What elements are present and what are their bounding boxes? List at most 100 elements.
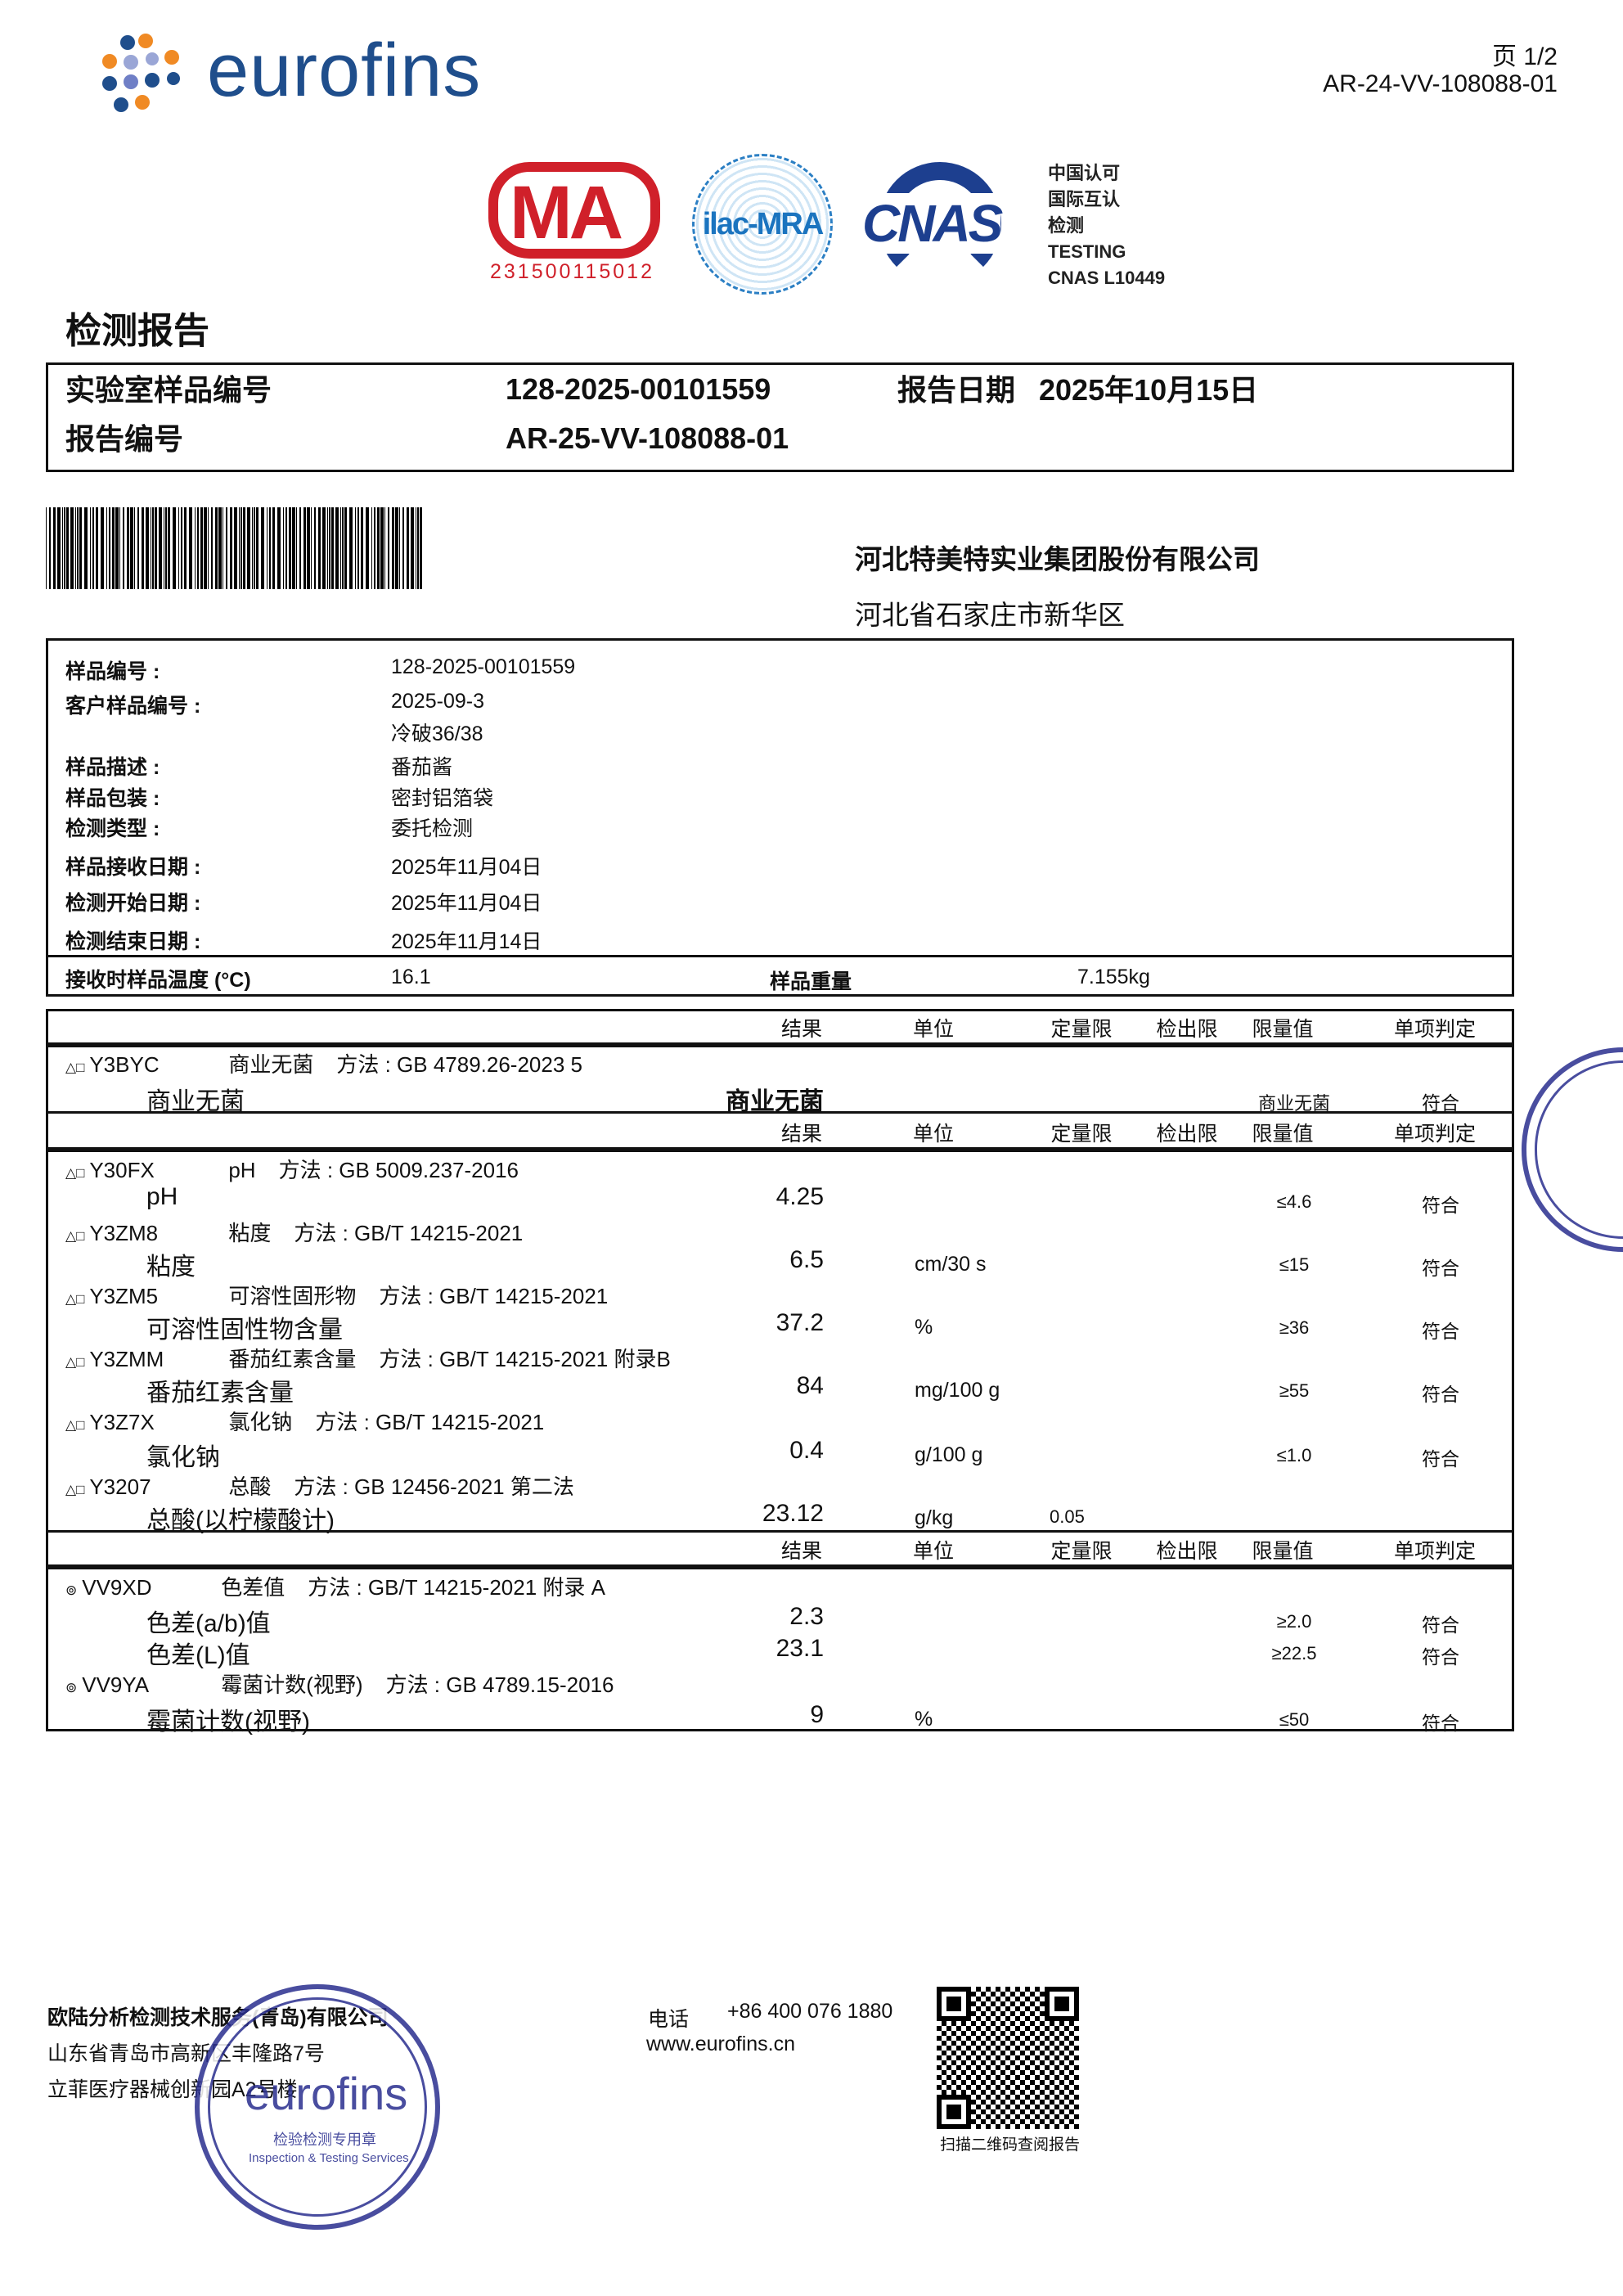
sample-info-label: 样品包装 : xyxy=(65,787,160,810)
qr-module xyxy=(942,2016,946,2021)
qr-module xyxy=(1045,2065,1050,2070)
qr-module xyxy=(991,2031,996,2036)
column-header: 单项判定 xyxy=(1393,1018,1476,1041)
qr-module xyxy=(1025,2036,1030,2041)
qr-module xyxy=(1030,2060,1035,2065)
qr-module xyxy=(1054,2065,1059,2070)
qr-module xyxy=(1005,2036,1010,2041)
qr-module xyxy=(1005,2065,1010,2070)
test-limit: ≥55 xyxy=(1279,1380,1310,1401)
sample-info-value: 2025-09-3 xyxy=(391,690,484,713)
sample-info-label: 检测结束日期 : xyxy=(65,930,201,953)
qr-module xyxy=(937,1992,942,1997)
barcode-bar xyxy=(119,507,120,589)
qr-module xyxy=(976,2036,981,2041)
column-header: 检出限 xyxy=(1156,1123,1218,1146)
column-header: 检出限 xyxy=(1156,1540,1218,1563)
barcode-bar xyxy=(230,507,232,589)
qr-module xyxy=(956,2095,961,2100)
qr-module xyxy=(1020,2001,1025,2006)
test-method: 方法 : GB/T 14215-2021 xyxy=(294,1221,524,1245)
qr-module xyxy=(1059,2031,1064,2036)
qr-module xyxy=(1010,2060,1015,2065)
qr-module xyxy=(1020,2031,1025,2036)
barcode-bar xyxy=(243,507,245,589)
qr-module xyxy=(1050,1987,1054,1992)
qr-module xyxy=(996,2095,1000,2100)
qr-module xyxy=(1040,2031,1045,2036)
qr-module xyxy=(956,2046,961,2051)
qr-module xyxy=(1000,2021,1005,2026)
qr-module xyxy=(956,2001,961,2006)
qr-module xyxy=(976,2114,981,2119)
qr-module xyxy=(991,2109,996,2114)
test-unit: g/kg xyxy=(915,1506,954,1529)
qr-module xyxy=(981,2041,986,2046)
qr-module xyxy=(966,1992,971,1997)
qr-module xyxy=(961,2070,966,2075)
barcode-bar xyxy=(307,507,310,589)
qr-module xyxy=(1010,2011,1015,2016)
qr-module xyxy=(1025,2085,1030,2090)
test-code-row: △□ Y3207 总酸 方法 : GB 12456-2021 第二法 xyxy=(65,1470,574,1501)
barcode-bar xyxy=(311,507,312,589)
qr-code[interactable] xyxy=(935,1987,1084,2131)
test-result: 6.5 xyxy=(789,1246,824,1273)
qr-module xyxy=(966,2026,971,2031)
qr-module xyxy=(1040,2041,1045,2046)
phone-number: +86 400 076 1880 xyxy=(727,2000,893,2023)
ma-number: 231500115012 xyxy=(490,260,654,283)
qr-module xyxy=(937,2046,942,2051)
qr-module xyxy=(942,2060,946,2065)
stamp-cn: 检验检测专用章 xyxy=(273,2132,376,2148)
qr-module xyxy=(961,2031,966,2036)
qr-module xyxy=(1005,2075,1010,2080)
eurofins-dots-icon xyxy=(102,34,180,112)
qr-module xyxy=(966,2085,971,2090)
barcode-bar xyxy=(152,507,154,589)
barcode-bar xyxy=(218,507,222,589)
qr-module xyxy=(996,2085,1000,2090)
test-item: pH xyxy=(146,1183,178,1210)
qr-module xyxy=(1005,2114,1010,2119)
barcode-bar xyxy=(344,507,347,589)
barcode-bar xyxy=(189,507,192,589)
qr-module xyxy=(961,2021,966,2026)
test-result: 4.25 xyxy=(776,1183,824,1210)
qr-module xyxy=(951,2021,956,2026)
qr-module xyxy=(951,1997,956,2001)
qr-module xyxy=(1025,2055,1030,2060)
barcode-bar xyxy=(57,507,61,589)
qr-module xyxy=(986,2085,991,2090)
cnas-line: 检测 xyxy=(1048,215,1085,236)
qr-module xyxy=(1045,2114,1050,2119)
qr-module xyxy=(981,2021,986,2026)
qr-module xyxy=(942,1987,946,1992)
test-item: 商业无菌 xyxy=(146,1088,245,1115)
sample-info-label: 检测类型 : xyxy=(65,817,160,840)
qr-module xyxy=(1005,2085,1010,2090)
qr-module xyxy=(937,2026,942,2031)
test-limit: 商业无菌 xyxy=(1257,1093,1330,1114)
qr-module xyxy=(956,2036,961,2041)
qr-module xyxy=(1030,2109,1035,2114)
qr-module xyxy=(1045,2026,1050,2031)
qr-module xyxy=(1069,2041,1074,2046)
qr-module xyxy=(937,2006,942,2011)
qr-module xyxy=(1020,2119,1025,2124)
cma-logo: MA 231500115012 xyxy=(488,162,660,285)
qr-module xyxy=(971,2070,976,2075)
sample-info-value: 番茄酱 xyxy=(391,756,453,779)
barcode-bar xyxy=(374,507,375,589)
qr-module xyxy=(986,2114,991,2119)
qr-module xyxy=(1010,2100,1015,2105)
barcode-bar xyxy=(200,507,203,589)
qr-module xyxy=(971,2090,976,2095)
qr-module xyxy=(1040,2109,1045,2114)
eurofins-logo: eurofins xyxy=(97,29,530,123)
qr-module xyxy=(1074,1987,1079,1992)
website-link[interactable]: www.eurofins.cn xyxy=(646,2033,796,2055)
barcode-bar xyxy=(239,507,240,589)
barcode-bar xyxy=(327,507,328,589)
barcode-bar xyxy=(420,507,422,589)
